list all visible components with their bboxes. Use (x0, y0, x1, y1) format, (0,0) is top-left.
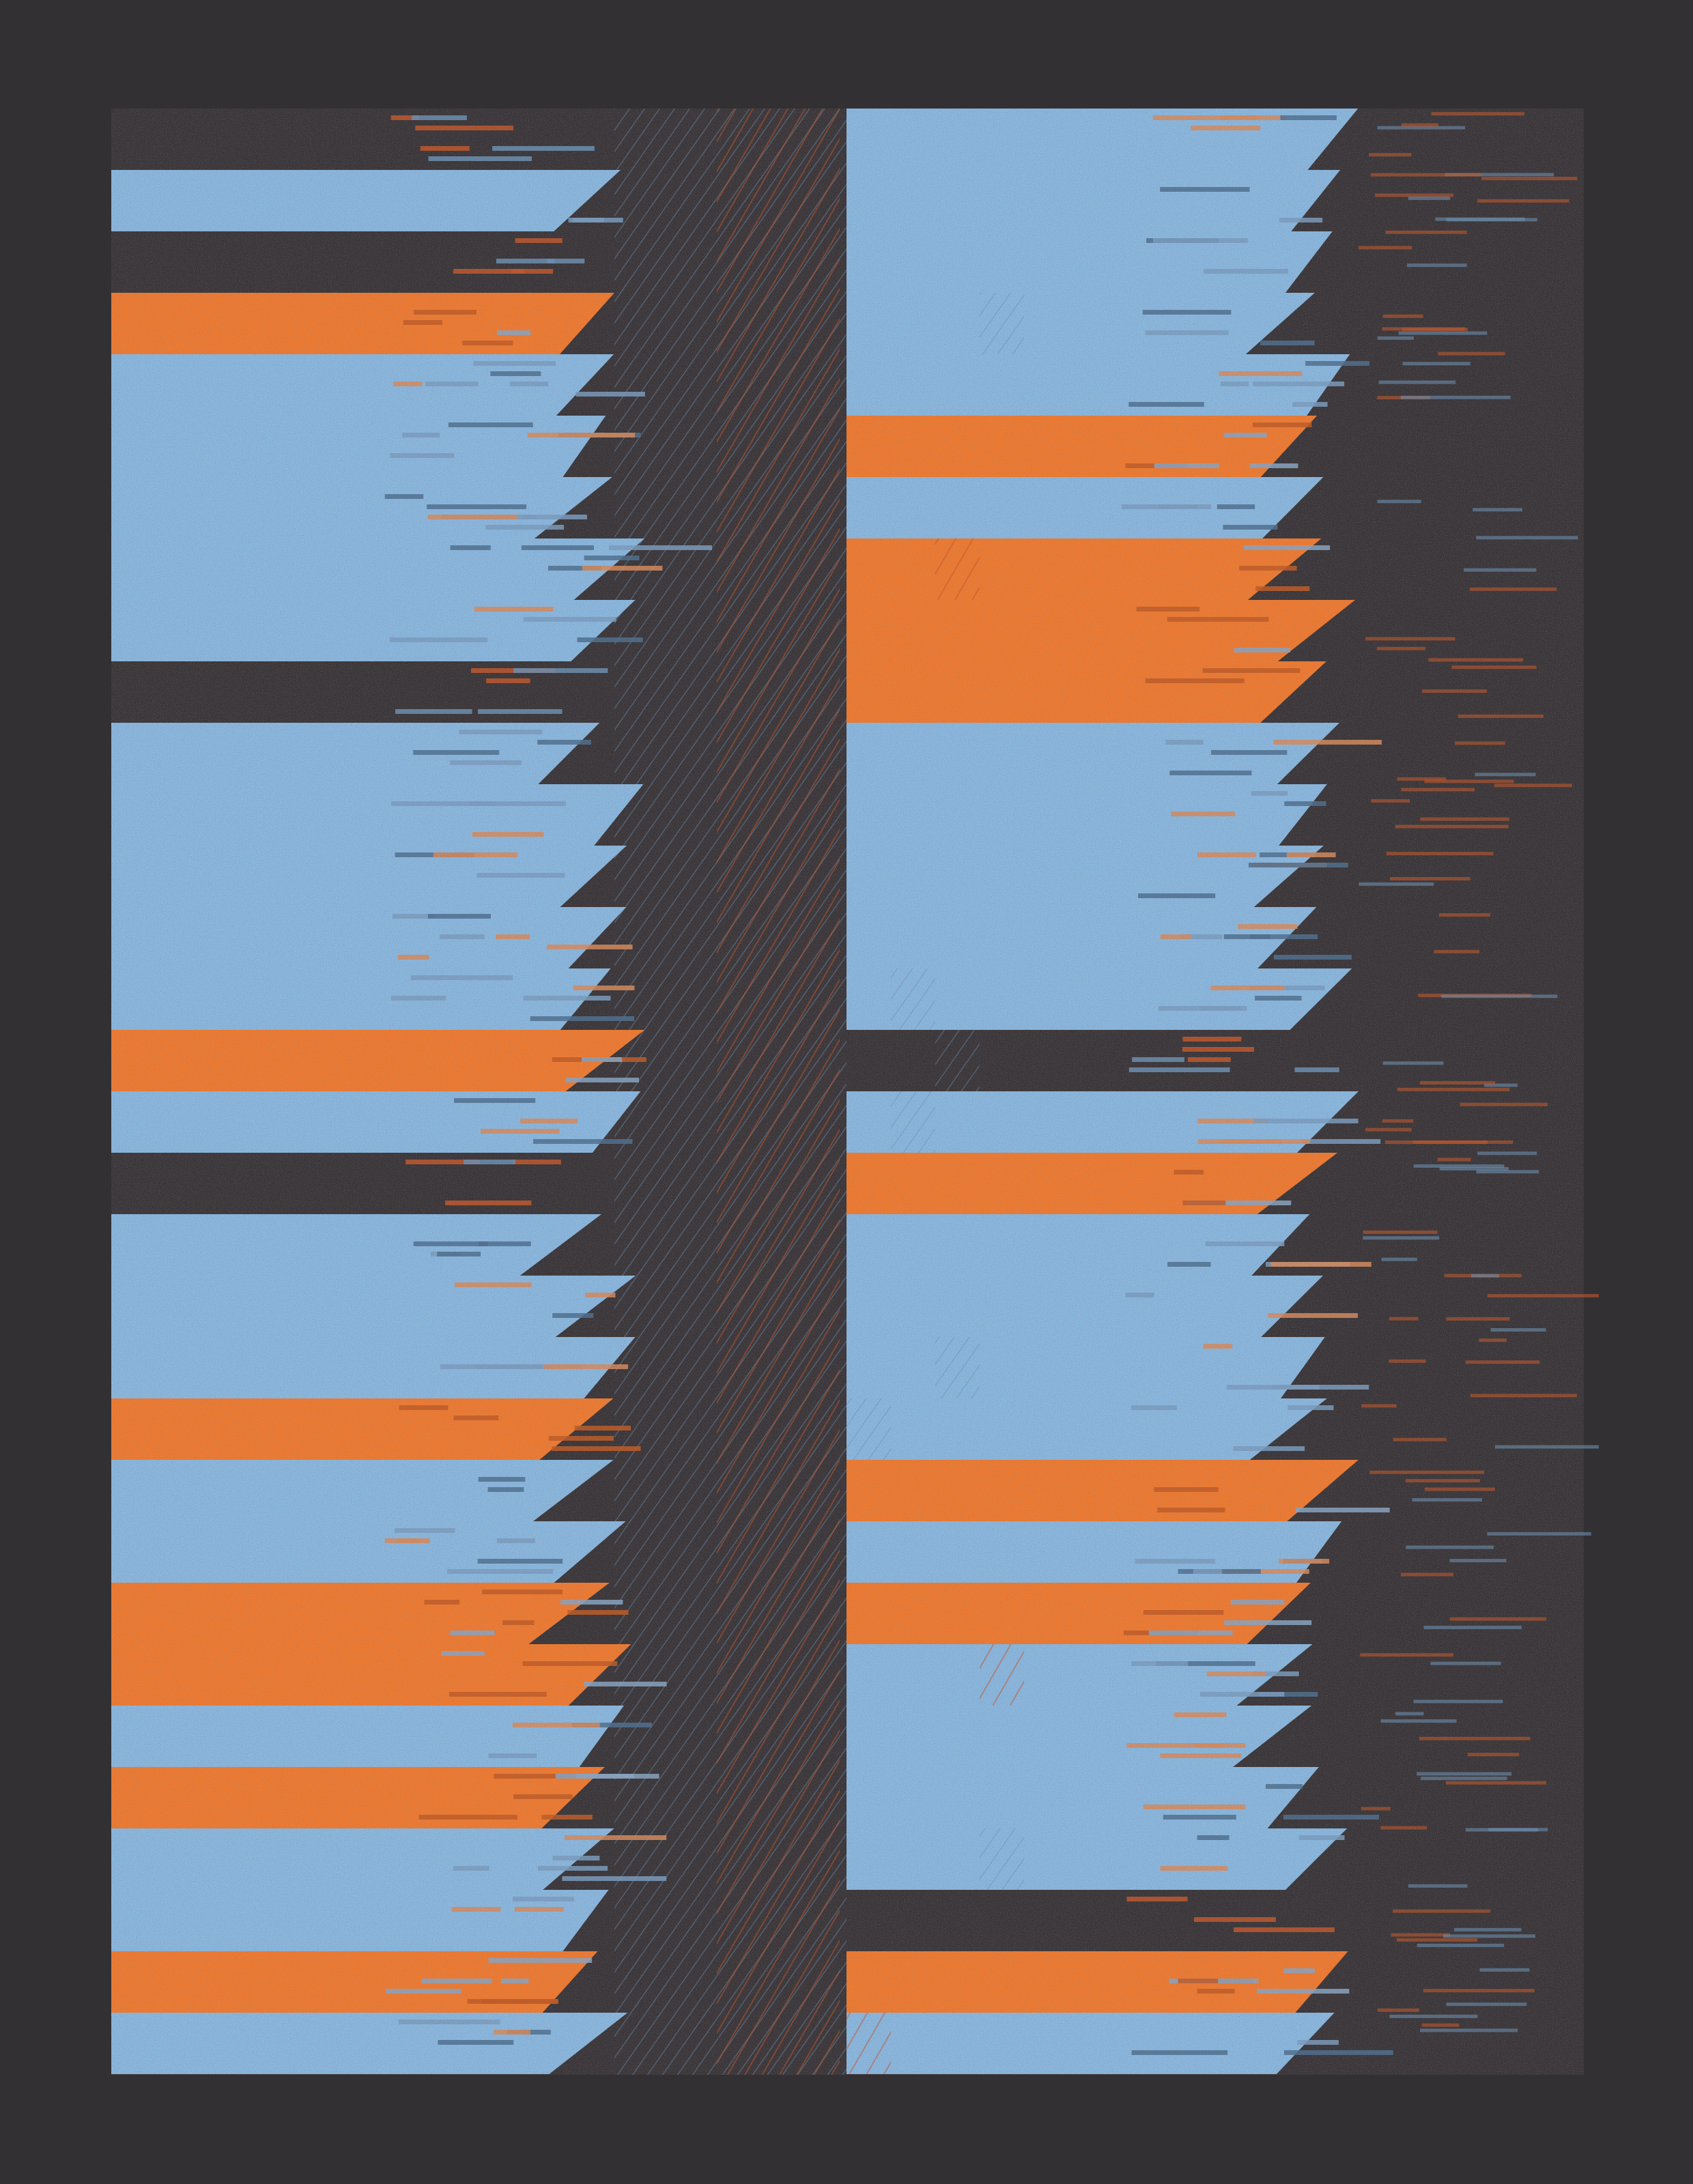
grain (111, 109, 1584, 2075)
